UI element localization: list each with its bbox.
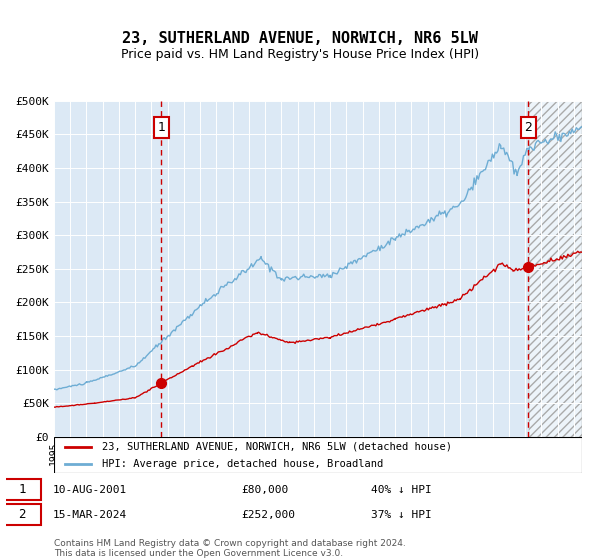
Text: 37% ↓ HPI: 37% ↓ HPI: [371, 510, 431, 520]
FancyBboxPatch shape: [54, 437, 582, 473]
FancyBboxPatch shape: [3, 504, 41, 525]
Text: 23, SUTHERLAND AVENUE, NORWICH, NR6 5LW (detached house): 23, SUTHERLAND AVENUE, NORWICH, NR6 5LW …: [101, 442, 452, 452]
FancyBboxPatch shape: [3, 479, 41, 501]
Text: 15-MAR-2024: 15-MAR-2024: [53, 510, 127, 520]
Text: 2: 2: [524, 121, 532, 134]
Text: 1: 1: [157, 121, 165, 134]
Text: 2: 2: [18, 508, 26, 521]
Text: 23, SUTHERLAND AVENUE, NORWICH, NR6 5LW: 23, SUTHERLAND AVENUE, NORWICH, NR6 5LW: [122, 31, 478, 46]
Text: £80,000: £80,000: [241, 485, 289, 495]
Text: Contains HM Land Registry data © Crown copyright and database right 2024.
This d: Contains HM Land Registry data © Crown c…: [54, 539, 406, 558]
Text: 40% ↓ HPI: 40% ↓ HPI: [371, 485, 431, 495]
Text: HPI: Average price, detached house, Broadland: HPI: Average price, detached house, Broa…: [101, 459, 383, 469]
Text: 10-AUG-2001: 10-AUG-2001: [53, 485, 127, 495]
Text: 1: 1: [18, 483, 26, 496]
Text: Price paid vs. HM Land Registry's House Price Index (HPI): Price paid vs. HM Land Registry's House …: [121, 48, 479, 60]
Bar: [529, 101, 582, 437]
Text: £252,000: £252,000: [241, 510, 295, 520]
